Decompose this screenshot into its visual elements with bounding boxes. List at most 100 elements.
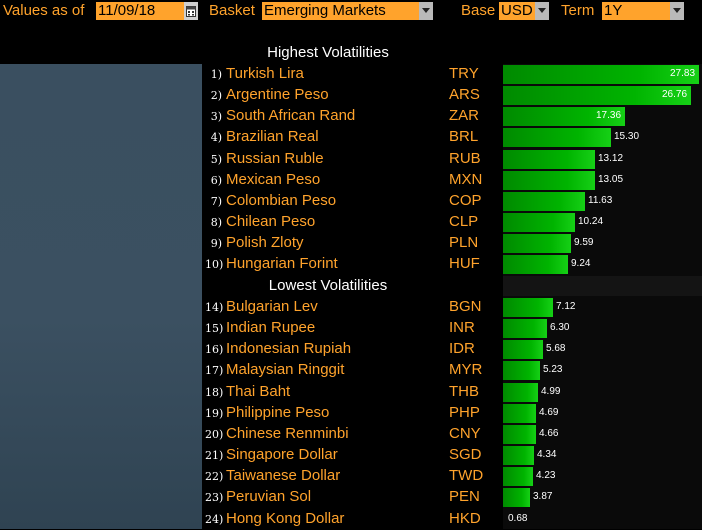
table-row[interactable]: 3) South African Rand ZAR 17.36 [205, 106, 702, 127]
volatility-bar [503, 467, 533, 487]
row-rank: 21) [205, 449, 224, 463]
volatility-bar [503, 65, 699, 84]
currency-code: MXN [449, 170, 483, 188]
currency-name[interactable]: Malaysian Ringgit [226, 361, 345, 379]
currency-name[interactable]: Singapore Dollar [226, 446, 338, 464]
volatility-bar [503, 86, 691, 106]
table-row[interactable]: 15) Indian Rupee INR 6.30 [205, 318, 702, 339]
term-select[interactable]: 1Y [602, 2, 670, 20]
row-rank: 7) [210, 194, 222, 208]
table-row[interactable]: 17) Malaysian Ringgit MYR 5.23 [205, 360, 702, 381]
volatility-value: 4.66 [539, 427, 559, 439]
table-row[interactable]: 18) Thai Baht THB 4.99 [205, 382, 702, 403]
chevron-down-icon[interactable] [419, 2, 433, 20]
currency-name[interactable]: Colombian Peso [226, 191, 337, 209]
currency-code: COP [449, 191, 482, 209]
volatility-bar [503, 107, 625, 127]
currency-name[interactable]: Turkish Lira [226, 65, 304, 82]
volatility-value: 9.59 [574, 237, 594, 249]
table-row[interactable]: 22) Taiwanese Dollar TWD 4.23 [205, 466, 702, 487]
currency-name[interactable]: Chilean Peso [226, 213, 316, 231]
currency-name[interactable]: Taiwanese Dollar [226, 467, 341, 485]
row-rank: 18) [205, 385, 224, 399]
currency-name[interactable]: Mexican Peso [226, 170, 321, 188]
currency-code: TRY [449, 65, 479, 82]
currency-name[interactable]: Chinese Renminbi [226, 424, 349, 442]
currency-name[interactable]: Argentine Peso [226, 86, 329, 104]
volatility-bar [503, 213, 575, 233]
table-row[interactable]: 14) Bulgarian Lev BGN 7.12 [205, 297, 702, 318]
volatility-value: 3.87 [533, 491, 553, 503]
basket-select[interactable]: Emerging Markets [262, 2, 419, 20]
base-select[interactable]: USD [499, 2, 535, 20]
currency-code: CNY [449, 424, 481, 442]
currency-code: INR [449, 319, 475, 337]
row-rank: 6) [210, 173, 222, 187]
row-rank: 3) [210, 110, 222, 124]
row-rank: 17) [205, 364, 224, 378]
volatility-value: 5.68 [546, 343, 566, 355]
row-rank: 15) [205, 322, 224, 336]
currency-name[interactable]: Hungarian Forint [226, 255, 338, 273]
volatility-bar [503, 424, 536, 444]
currency-code: SGD [449, 446, 482, 464]
volatility-bar [503, 191, 585, 211]
term-label: Term [561, 2, 595, 19]
table-row[interactable]: 4) Brazilian Real BRL 15.30 [205, 127, 702, 148]
table-row[interactable]: 23) Peruvian Sol PEN 3.87 [205, 487, 702, 508]
table-row[interactable]: 19) Philippine Peso PHP 4.69 [205, 403, 702, 424]
table-row[interactable]: 8) Chilean Peso CLP 10.24 [205, 212, 702, 233]
volatility-bar [503, 319, 547, 339]
currency-name[interactable]: Indian Rupee [226, 319, 316, 337]
basket-label: Basket [209, 2, 255, 19]
row-rank: 14) [205, 301, 224, 314]
table-row[interactable]: 21) Singapore Dollar SGD 4.34 [205, 445, 702, 466]
volatility-bar [503, 234, 571, 254]
table-row[interactable]: 1) Turkish Lira TRY 27.83 [205, 64, 702, 85]
currency-code: HUF [449, 255, 480, 273]
date-field[interactable]: 11/09/18 [96, 2, 184, 20]
lowest-header-band [503, 276, 702, 296]
currency-name[interactable]: Peruvian Sol [226, 488, 312, 506]
currency-name[interactable]: Thai Baht [226, 382, 291, 400]
row-rank: 8) [210, 216, 222, 230]
volatility-value: 5.23 [543, 364, 563, 376]
calendar-icon[interactable] [184, 2, 198, 20]
volatility-bar [503, 298, 553, 317]
row-rank: 4) [210, 131, 222, 145]
highest-volatilities-title: Highest Volatilities [267, 44, 389, 61]
values-as-of-label: Values as of [3, 2, 85, 19]
currency-name[interactable]: Philippine Peso [226, 403, 330, 421]
volatility-bar [503, 488, 530, 508]
volatility-value: 27.83 [670, 68, 696, 79]
table-row[interactable]: 2) Argentine Peso ARS 26.76 [205, 85, 702, 106]
currency-name[interactable]: Polish Zloty [226, 234, 304, 252]
row-rank: 2) [210, 89, 222, 103]
chevron-down-icon[interactable] [670, 2, 684, 20]
table-row[interactable]: 24) Hong Kong Dollar HKD 0.68 [205, 509, 702, 530]
currency-name[interactable]: Hong Kong Dollar [226, 509, 345, 527]
chevron-down-icon[interactable] [535, 2, 549, 20]
table-row[interactable]: 6) Mexican Peso MXN 13.05 [205, 170, 702, 191]
row-rank: 24) [205, 512, 224, 526]
currency-name[interactable]: Russian Ruble [226, 149, 324, 167]
volatility-value: 4.23 [536, 470, 556, 482]
volatility-value: 11.63 [588, 194, 613, 206]
table-row[interactable]: 9) Polish Zloty PLN 9.59 [205, 233, 702, 254]
currency-code: PLN [449, 234, 479, 252]
table-row[interactable]: 5) Russian Ruble RUB 13.12 [205, 149, 702, 170]
volatility-value: 4.99 [541, 385, 561, 397]
currency-code: PHP [449, 403, 480, 421]
currency-name[interactable]: South African Rand [226, 107, 356, 125]
table-row[interactable]: 16) Indonesian Rupiah IDR 5.68 [205, 339, 702, 360]
currency-name[interactable]: Bulgarian Lev [226, 298, 318, 315]
currency-code: ARS [449, 86, 480, 104]
table-row[interactable]: 7) Colombian Peso COP 11.63 [205, 191, 702, 212]
currency-name[interactable]: Brazilian Real [226, 128, 319, 146]
table-row[interactable]: 20) Chinese Renminbi CNY 4.66 [205, 424, 702, 445]
row-rank: 1) [210, 68, 222, 81]
currency-code: BRL [449, 128, 479, 146]
currency-name[interactable]: Indonesian Rupiah [226, 340, 352, 358]
currency-code: CLP [449, 213, 479, 231]
table-row[interactable]: 10) Hungarian Forint HUF 9.24 [205, 254, 702, 275]
